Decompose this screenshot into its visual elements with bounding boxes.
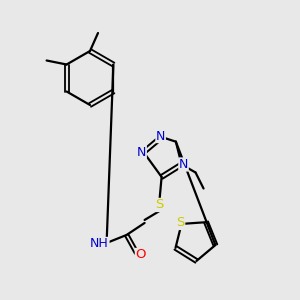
Text: N: N	[179, 158, 188, 171]
Text: S: S	[155, 199, 164, 212]
Text: N: N	[156, 130, 165, 142]
Text: N: N	[137, 146, 146, 159]
Text: O: O	[135, 248, 146, 262]
Text: NH: NH	[90, 238, 109, 250]
Text: S: S	[176, 216, 185, 230]
